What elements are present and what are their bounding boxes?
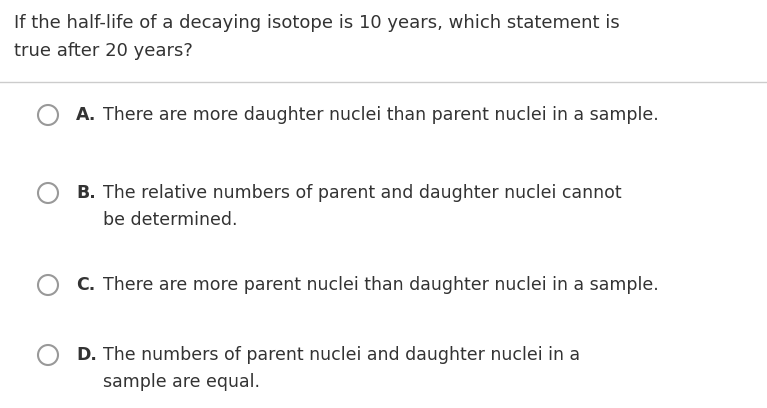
Text: D.: D. bbox=[76, 346, 97, 364]
Text: true after 20 years?: true after 20 years? bbox=[14, 42, 193, 60]
Ellipse shape bbox=[38, 105, 58, 125]
Text: C.: C. bbox=[76, 276, 95, 294]
Ellipse shape bbox=[38, 275, 58, 295]
Text: There are more parent nuclei than daughter nuclei in a sample.: There are more parent nuclei than daught… bbox=[103, 276, 659, 294]
Text: The numbers of parent nuclei and daughter nuclei in a: The numbers of parent nuclei and daughte… bbox=[103, 346, 580, 364]
Ellipse shape bbox=[38, 345, 58, 365]
Text: sample are equal.: sample are equal. bbox=[103, 373, 260, 391]
Text: If the half-life of a decaying isotope is 10 years, which statement is: If the half-life of a decaying isotope i… bbox=[14, 14, 620, 32]
Text: B.: B. bbox=[76, 184, 96, 202]
Ellipse shape bbox=[38, 183, 58, 203]
Text: The relative numbers of parent and daughter nuclei cannot: The relative numbers of parent and daugh… bbox=[103, 184, 621, 202]
Text: be determined.: be determined. bbox=[103, 211, 238, 229]
Text: A.: A. bbox=[76, 106, 97, 124]
Text: There are more daughter nuclei than parent nuclei in a sample.: There are more daughter nuclei than pare… bbox=[103, 106, 659, 124]
